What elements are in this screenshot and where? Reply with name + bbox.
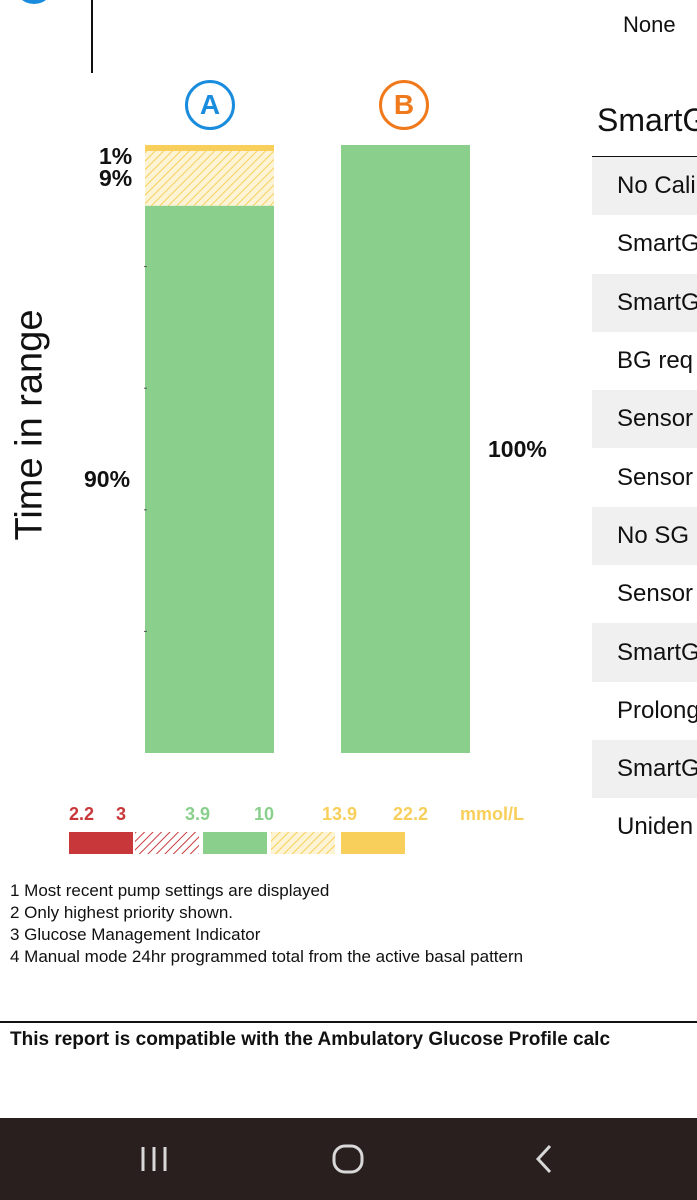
recents-button[interactable] — [124, 1118, 184, 1200]
footnote: 1 Most recent pump settings are displaye… — [10, 881, 330, 900]
footnote: 3 Glucose Management Indicator — [10, 925, 261, 944]
recents-icon — [141, 1147, 167, 1171]
none-label: None — [623, 12, 676, 37]
legend-swatch-3-3.9 — [135, 832, 199, 854]
legend-threshold: 13.9 — [322, 804, 358, 824]
footnotes: 1 Most recent pump settings are displaye… — [10, 880, 523, 968]
home-button[interactable] — [318, 1118, 378, 1200]
footnote: 2 Only highest priority shown. — [10, 903, 233, 922]
list-item: BG req — [617, 347, 694, 375]
badge-b: B — [379, 80, 429, 130]
time-in-range-chart — [69, 145, 470, 854]
legend-swatch-10-13.9 — [271, 832, 335, 854]
compatibility-note: This report is compatible with the Ambul… — [10, 1029, 611, 1050]
back-icon — [535, 1144, 552, 1174]
legend-unit: mmol/L — [460, 804, 525, 824]
divider-line — [91, 0, 93, 73]
bar-a-label-high: 1% — [99, 143, 133, 169]
bar-a-label-in-range: 90% — [84, 466, 131, 492]
back-button[interactable] — [514, 1118, 574, 1200]
legend-threshold: 3.9 — [185, 804, 211, 824]
list-item: SmartG — [592, 273, 697, 332]
bar-a-label-above: 9% — [99, 165, 133, 191]
list-item: Uniden — [617, 813, 694, 841]
legend-threshold: 10 — [254, 804, 275, 824]
legend-threshold: 2.2 — [69, 804, 95, 824]
bar-a-3.9-10 — [145, 205, 274, 754]
list-item: SmartG — [592, 739, 697, 799]
list-item: SmartG — [617, 230, 697, 258]
android-nav-bar — [0, 1118, 697, 1200]
list-item: Sensor — [592, 390, 697, 449]
bar-a-10-13.9 — [145, 151, 274, 206]
list-item: Sensor — [617, 580, 694, 608]
footer-divider — [0, 1021, 697, 1023]
legend-swatch-3.9-10 — [203, 832, 267, 854]
list-item: No Cali — [592, 157, 697, 216]
footnote: 4 Manual mode 24hr programmed total from… — [10, 947, 524, 966]
legend-threshold: 22.2 — [393, 804, 429, 824]
badge-a: A — [185, 80, 235, 130]
bar-b-label-in-range: 100% — [488, 436, 547, 462]
legend-swatch->13.9 — [341, 832, 405, 854]
bar-a-13.9-22.2 — [145, 145, 274, 152]
smartguard-title: SmartG — [597, 102, 697, 138]
list-item: No SG — [592, 506, 697, 566]
legend-swatch-<3 — [69, 832, 133, 854]
list-item: SmartG — [592, 623, 697, 682]
legend-threshold: 3 — [116, 804, 127, 824]
smartguard-list: No Cali SmartG SmartG BG req Sensor Sens… — [592, 157, 697, 857]
home-icon — [332, 1144, 364, 1174]
bar-b-3.9-10 — [341, 145, 470, 753]
partial-circle-badge — [14, 0, 54, 4]
list-item: Prolong — [617, 696, 697, 724]
list-item: Sensor — [617, 463, 694, 491]
